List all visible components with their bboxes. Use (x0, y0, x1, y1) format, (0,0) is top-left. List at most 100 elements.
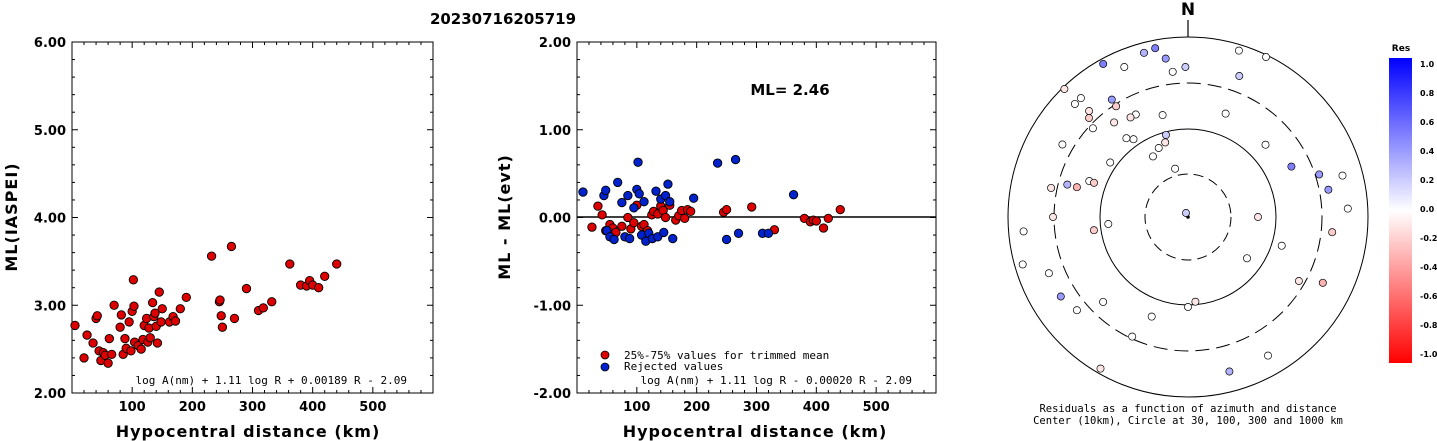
residual-point (1126, 113, 1135, 122)
data-point (617, 221, 627, 231)
x-tick-label: 400 (803, 400, 830, 415)
colorbar-title: Res (1392, 44, 1410, 54)
data-point (145, 333, 155, 343)
x-tick-label: 300 (743, 400, 770, 415)
residual-point (1235, 72, 1244, 80)
data-point (689, 193, 699, 203)
legend-marker-rejected (600, 362, 610, 372)
residual-point (1128, 332, 1137, 341)
residual-point (1076, 94, 1085, 103)
residual-point (1264, 351, 1272, 360)
residual-point (1261, 140, 1270, 149)
data-point (587, 222, 597, 232)
data-point (730, 154, 741, 165)
colorbar-label: -0.8 (1420, 321, 1437, 330)
data-point (120, 333, 130, 344)
data-point (258, 303, 268, 313)
data-point (747, 202, 757, 212)
data-point (680, 213, 690, 224)
data-point (226, 241, 237, 252)
data-point (665, 197, 675, 207)
data-point (70, 320, 80, 331)
residual-point (1162, 130, 1170, 139)
data-point (92, 311, 102, 321)
data-points (578, 154, 845, 246)
data-point (593, 201, 603, 211)
caption-line-2: Center (10km), Circle at 30, 100, 300 an… (1033, 415, 1343, 427)
residual-point (1315, 170, 1324, 179)
y-tick-label: 6.00 (34, 36, 66, 51)
data-point (609, 234, 619, 245)
data-point (639, 197, 649, 207)
colorbar-labels: 1.0 0.8 0.6 0.4 0.2 0.0 -0.2 -0.4 -0.6 -0.8 -1.0 (1420, 60, 1437, 359)
residual-point (1018, 260, 1027, 269)
residual-point (1154, 144, 1163, 152)
ring-30km (1144, 173, 1232, 261)
colorbar-label: -0.4 (1420, 263, 1437, 272)
data-point (128, 275, 139, 285)
data-point (601, 185, 611, 195)
data-point (835, 204, 845, 215)
residual-point (1277, 241, 1286, 250)
data-point (152, 338, 163, 348)
x-tick-label: 400 (299, 400, 326, 415)
residual-point (1324, 185, 1333, 194)
y-tick-label: 4.00 (34, 212, 66, 227)
data-point (154, 287, 164, 297)
residual-point (1088, 124, 1097, 133)
residual-point (1060, 85, 1069, 93)
residual-point (1182, 209, 1190, 217)
data-point (79, 353, 89, 363)
data-point (659, 227, 669, 238)
residual-point (1104, 220, 1113, 228)
residual-point (1129, 135, 1138, 144)
residual-points (1018, 44, 1352, 376)
data-point (811, 216, 821, 226)
data-point (721, 204, 732, 215)
x-tick-label: 100 (119, 400, 146, 415)
x-axis-label: Hypocentral distance (km) (623, 422, 888, 441)
residual-point (1099, 297, 1108, 306)
residual-point (1049, 213, 1057, 221)
axis-ticks: 100 200 300 400 500 2.00 3.00 4.00 5.00 6.00 (34, 36, 433, 415)
data-point (668, 233, 678, 244)
residual-point (1090, 178, 1098, 187)
residual-point (1058, 140, 1067, 149)
residual-point (1318, 278, 1327, 287)
data-point (229, 313, 240, 324)
axis-ticks: 100 200 300 400 500 -2.00 -1.00 0.00 1.00 2.00 (534, 36, 936, 415)
data-point (103, 358, 113, 368)
residual-point (1085, 107, 1094, 115)
data-point (633, 157, 643, 167)
data-points (70, 241, 342, 368)
residual-point (1089, 226, 1098, 235)
y-axis-label: ML(IASPEI) (2, 162, 21, 271)
data-point (623, 190, 633, 201)
residual-point (1184, 303, 1192, 311)
residual-point (1099, 59, 1108, 68)
legend-label-rejected: Rejected values (624, 360, 723, 373)
residual-point (1107, 95, 1116, 104)
residual-point (1151, 44, 1160, 53)
residual-point (1181, 63, 1190, 71)
residual-point (1056, 292, 1065, 301)
colorbar-gradient (1389, 58, 1412, 363)
residual-point (1234, 46, 1243, 55)
data-point (320, 271, 330, 281)
residual-point (1343, 204, 1352, 213)
y-tick-label: -2.00 (534, 387, 571, 402)
chart-ml-residual: 100 200 300 400 500 -2.00 -1.00 0.00 1.00 2.00 ML… (495, 36, 937, 441)
legend-label-trimmed: 25%-75% values for trimmed mean (624, 349, 829, 362)
data-point (663, 179, 673, 189)
residual-point (1221, 109, 1230, 118)
y-axis-label: ML - ML(evt) (495, 154, 514, 280)
data-point (623, 212, 633, 223)
data-point (613, 177, 623, 188)
residual-point (1287, 162, 1296, 171)
y-tick-label: 1.00 (539, 124, 571, 139)
x-tick-label: 300 (239, 400, 266, 415)
residual-point (1063, 180, 1072, 189)
data-point (597, 210, 607, 220)
residual-point (1140, 48, 1148, 57)
